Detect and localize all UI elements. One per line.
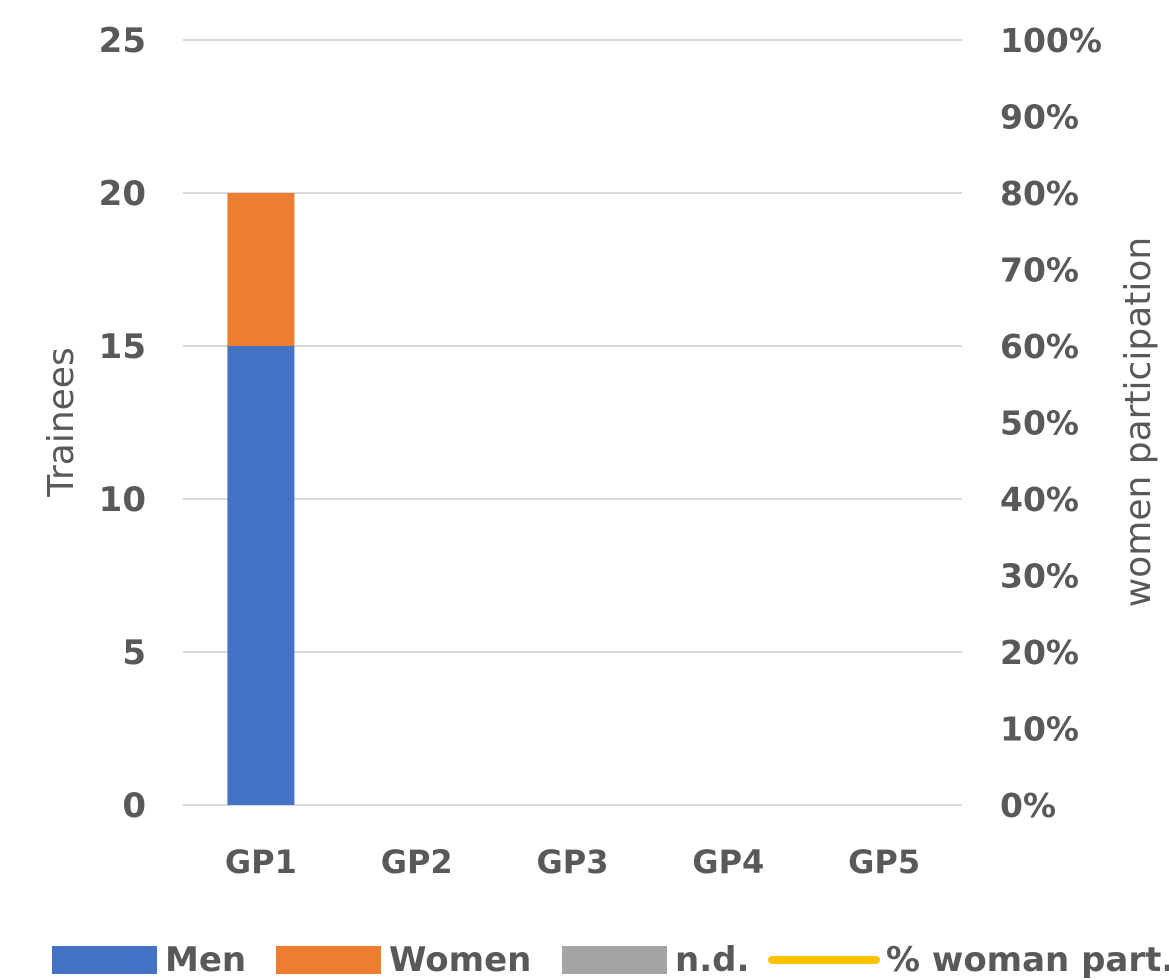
chart: 0 5 10 15 20 25 0% 10% 20% 30% 40% 50% 60% 70% 80% 90%…	[41, 21, 1159, 881]
bars	[227, 193, 295, 805]
y-axis-right-title: women participation	[1118, 237, 1159, 607]
y-right-tick-label: 100%	[1000, 21, 1102, 60]
y-tick-label: 0	[122, 786, 146, 826]
legend-item-nd: n.d.	[562, 940, 749, 980]
right-axis-ticks: 0% 10% 20% 30% 40% 50% 60% 70% 80% 90% 100%	[1000, 21, 1102, 825]
legend-label-nd: n.d.	[675, 940, 750, 980]
legend-label-women: Women	[389, 940, 532, 980]
legend: Men Women n.d. % woman part.	[0, 940, 1169, 980]
x-axis-ticks: GP1 GP2 GP3 GP4 GP5	[225, 843, 920, 881]
bar-women-gp1	[227, 193, 295, 346]
left-axis-ticks: 0 5 10 15 20 25	[99, 21, 146, 826]
y-right-tick-label: 60%	[1000, 327, 1079, 366]
y-tick-label: 25	[99, 21, 146, 61]
legend-label-men: Men	[165, 940, 247, 980]
y-right-tick-label: 20%	[1000, 633, 1079, 672]
y-tick-label: 10	[99, 480, 146, 520]
y-right-tick-label: 40%	[1000, 480, 1079, 519]
legend-swatch-nd	[562, 946, 667, 974]
y-right-tick-label: 30%	[1000, 557, 1079, 596]
x-tick-label: GP4	[692, 843, 764, 881]
x-tick-label: GP5	[848, 843, 920, 881]
x-tick-label: GP3	[537, 843, 609, 881]
y-right-tick-label: 10%	[1000, 710, 1079, 749]
legend-item-woman-part: % woman part.	[768, 940, 1169, 980]
legend-swatch-women	[276, 946, 381, 974]
legend-label-woman-part: % woman part.	[886, 940, 1169, 980]
legend-item-men: Men	[52, 940, 246, 980]
legend-item-women: Women	[276, 940, 531, 980]
y-right-tick-label: 0%	[1000, 786, 1056, 825]
legend-line-swatch-woman-part	[768, 956, 880, 964]
y-tick-label: 15	[99, 327, 146, 367]
y-right-tick-label: 80%	[1000, 174, 1079, 213]
gridlines	[183, 39, 962, 806]
legend-swatch-men	[52, 946, 157, 974]
y-tick-label: 5	[122, 633, 146, 673]
x-tick-label: GP2	[381, 843, 453, 881]
y-tick-label: 20	[99, 174, 146, 214]
y-right-tick-label: 50%	[1000, 404, 1079, 443]
bar-men-gp1	[227, 346, 295, 805]
x-tick-label: GP1	[225, 843, 297, 881]
y-right-tick-label: 70%	[1000, 251, 1079, 290]
y-right-tick-label: 90%	[1000, 98, 1079, 137]
y-axis-title: Trainees	[41, 347, 82, 497]
